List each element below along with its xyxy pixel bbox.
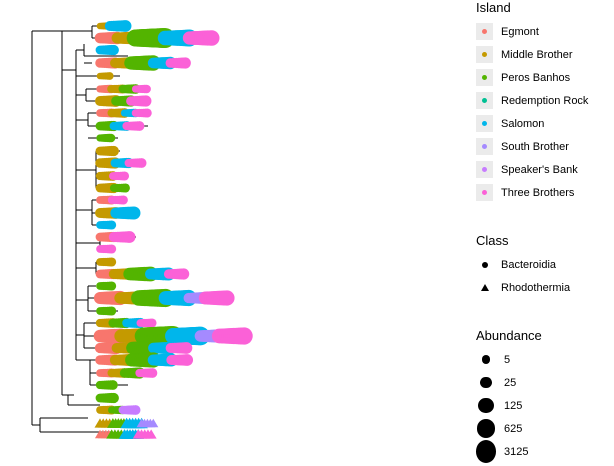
legend-key-dot [476,138,493,155]
tip-point [123,231,136,243]
island-legend-item: Redemption Rock [476,89,610,112]
legend-size-dot [476,395,496,416]
tip-point [108,44,119,56]
tip-point [219,290,235,306]
tip-point [178,268,190,280]
tip-point [142,84,151,94]
island-legend-item: Salomon [476,112,610,135]
tip-point [107,220,117,230]
tip-point [147,318,157,328]
legend-size-dot [476,349,496,370]
legend-key-dot [476,92,493,109]
class-legend-item: Bacteroidia [476,253,610,276]
tip-point [107,306,117,316]
legend-size-dot [476,418,496,439]
abundance-legend-item: 3125 [476,440,610,463]
legend-label: Redemption Rock [501,94,589,107]
tip-point [136,158,147,168]
legend-size-dot [476,372,496,393]
tip-point [130,405,141,415]
tip-point [127,206,141,220]
legend-label: Peros Banhos [501,71,571,84]
tip-point [147,368,158,378]
legend-label: Three Brothers [501,186,575,199]
tip-point [140,95,152,107]
phylogenetic-tree-plot [31,20,253,439]
tip-point [105,72,114,80]
abundance-legend-item: 25 [476,371,610,394]
abundance-legend-title: Abundance [476,328,542,343]
legend-key-dot [476,115,493,132]
abundance-legend-item: 125 [476,394,610,417]
tip-point [118,195,128,205]
legend-key-dot [476,23,493,40]
legend-size-dot [476,440,496,463]
tip-point [107,257,117,267]
abundance-legend-item: 625 [476,417,610,440]
circle-icon [476,256,493,273]
tip-point [179,57,191,69]
tip-point [120,171,130,181]
class-legend-item: Rhodothermia [476,276,610,299]
island-legend-item: Middle Brother [476,43,610,66]
legend-label: 25 [504,376,517,389]
tip-point [148,418,159,428]
island-legend-item: South Brother [476,135,610,158]
tip-point [108,145,119,157]
triangle-icon [476,279,493,296]
legend-label: South Brother [501,140,569,153]
island-legend: Island Egmont Middle Brother Peros Banhos R… [476,0,610,204]
legend-label: 3125 [504,445,529,458]
island-legend-title: Island [476,0,511,15]
legend-key-dot [476,161,493,178]
tip-point [106,133,116,143]
tip-point [119,20,132,32]
legend-label: Speaker's Bank [501,163,578,176]
legend-label: 5 [504,353,511,366]
island-legend-item: Peros Banhos [476,66,610,89]
tip-point [235,327,253,345]
island-legend-item: Speaker's Bank [476,158,610,181]
abundance-legend: Abundance 5 25 125 625 3125 [476,328,610,463]
tip-point [181,354,194,366]
tip-point [142,108,152,118]
legend-label: 625 [504,422,523,435]
legend-key-dot [476,184,493,201]
island-legend-item: Egmont [476,20,610,43]
class-legend: Class Bacteroidia Rhodothermia [476,233,610,299]
legend-key-dot [476,46,493,63]
tip-point [107,244,117,254]
abundance-legend-item: 5 [476,348,610,371]
tip-point-series [93,20,253,439]
tip-point [107,281,117,291]
tip-point [134,121,145,131]
tip-point [203,30,220,46]
island-legend-item: Three Brothers [476,181,610,204]
tip-point [120,183,130,193]
tip-point [108,392,119,404]
tip-point [180,342,193,354]
legend-label: 125 [504,399,523,412]
legend-label: Rhodothermia [501,281,571,294]
legend-label: Bacteroidia [501,258,557,271]
legend-label: Salomon [501,117,545,130]
tip-point [145,429,157,439]
legend-key-dot [476,69,493,86]
legend-label: Egmont [501,25,539,38]
tree-branches [31,25,160,433]
class-legend-title: Class [476,233,509,248]
legend-label: Middle Brother [501,48,573,61]
tip-point [107,380,118,390]
